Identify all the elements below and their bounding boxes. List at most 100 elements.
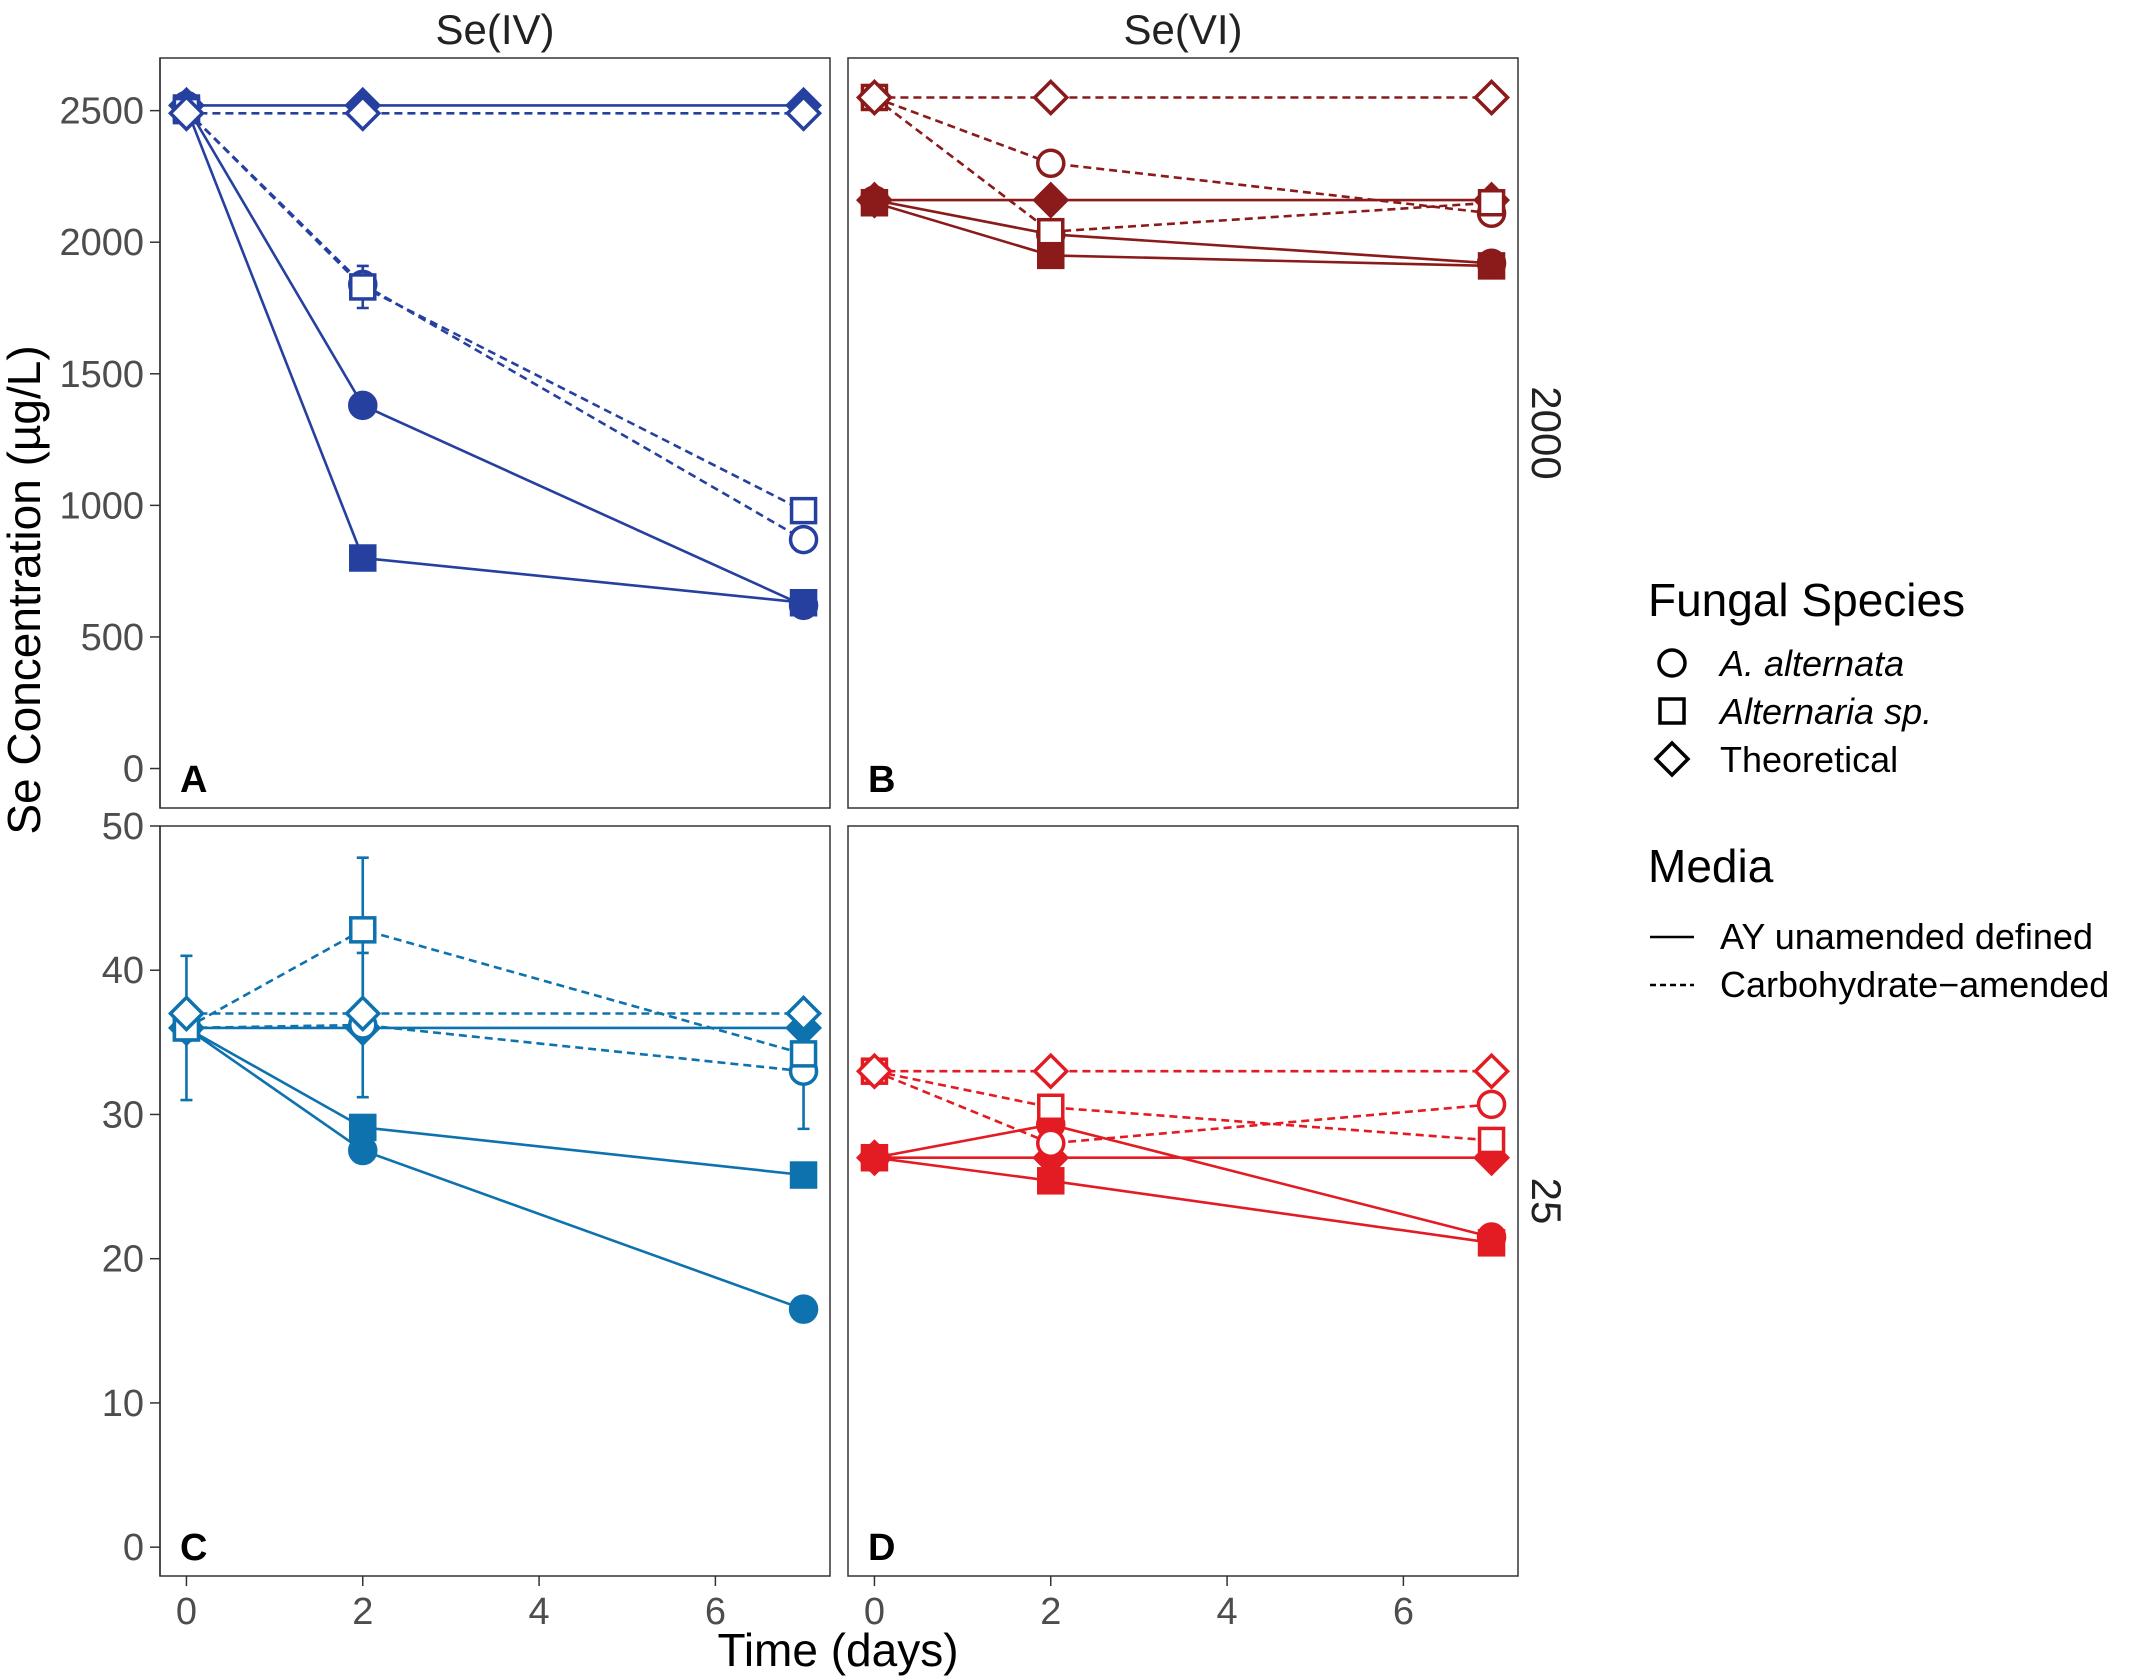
point-C-alternaria-sp-amended-day-7 (789, 1040, 818, 1068)
legend-label-carbohydrate-amended: Carbohydrate−amended (1720, 964, 2109, 1005)
y-tick-label-2000-1000: 1000 (59, 485, 144, 527)
chart-panels: A B C D (159, 57, 1519, 1577)
y-tick-label-25-0: 0 (123, 1527, 144, 1569)
series-line-B-alternaria-sp-amended (873, 96, 1492, 234)
y-tick-label-25-40: 40 (102, 950, 144, 992)
series-line-D-a-alternata-amended (873, 1069, 1492, 1145)
panel-border-A (159, 57, 831, 809)
y-tick-label-2000-2500: 2500 (59, 91, 144, 133)
point-A-theoretical-amended-day-0 (167, 94, 205, 132)
x-tick-label-se-vi-6: 6 (1393, 1591, 1414, 1633)
legend-title-media: Media (1648, 840, 1774, 892)
y-tick-label-25-10: 10 (102, 1383, 144, 1425)
panel-label-A: A (180, 759, 207, 801)
point-B-theoretical-unamended-day-2 (1032, 181, 1070, 219)
series-line-C-alternaria-sp-unamended (185, 1026, 804, 1177)
y-tick-label-2000-2000: 2000 (59, 222, 144, 264)
y-tick-label-25-30: 30 (102, 1094, 144, 1136)
point-D-theoretical-amended-day-2 (1032, 1052, 1070, 1090)
x-tick-label-se-vi-2: 2 (1040, 1591, 1061, 1633)
point-D-alternaria-sp-amended-day-7 (1477, 1126, 1506, 1155)
point-A-a-alternata-unamended-day-2 (348, 390, 378, 421)
series-line-D-alternaria-sp-unamended (874, 1156, 1492, 1245)
y-tick-label-2000-500: 500 (81, 617, 144, 659)
legend-title-species: Fungal Species (1648, 574, 1965, 626)
chart-legend: Fungal Species A. alternata Alternaria sp.… (1648, 574, 2109, 1005)
series-line-C-alternaria-sp-amended (185, 928, 804, 1056)
point-B-theoretical-amended-day-0 (855, 78, 893, 116)
point-C-theoretical-amended-day-7 (785, 995, 823, 1032)
x-tick-label-se-vi-0: 0 (864, 1591, 885, 1633)
facet-strip-row-2000: 2000 (1523, 386, 1570, 479)
series-line-A-a-alternata-amended (185, 109, 805, 541)
x-axis-title: Time (days) (717, 1624, 958, 1676)
panel-B: B (847, 57, 1519, 809)
x-tick-label-se-vi-4: 4 (1217, 1591, 1238, 1633)
point-B-alternaria-sp-amended-day-2 (1037, 217, 1065, 246)
point-C-theoretical-amended-day-2 (344, 995, 382, 1032)
point-C-alternaria-sp-unamended-day-2 (349, 1113, 377, 1142)
series-line-A-alternaria-sp-amended (185, 109, 805, 512)
point-C-a-alternata-unamended-day-2 (348, 1135, 378, 1166)
point-B-theoretical-amended-day-7 (1473, 78, 1511, 116)
series-line-C-a-alternata-unamended (185, 1026, 805, 1311)
point-D-alternaria-sp-unamended-day-7 (1477, 1229, 1506, 1257)
series-line-C-a-alternata-amended (186, 1023, 804, 1073)
x-tick-label-se-iv-4: 4 (529, 1591, 550, 1633)
series-line-D-a-alternata-unamended (874, 1123, 1492, 1239)
point-D-theoretical-amended-day-7 (1473, 1052, 1511, 1090)
panel-border-D (847, 825, 1519, 1577)
x-tick-label-se-iv-2: 2 (352, 1591, 373, 1633)
y-tick-label-2000-0: 0 (123, 749, 144, 791)
point-A-theoretical-amended-day-2 (344, 94, 382, 132)
point-D-alternaria-sp-amended-day-2 (1037, 1093, 1065, 1121)
x-tick-label-se-iv-6: 6 (705, 1591, 726, 1633)
point-A-alternaria-sp-unamended-day-2 (349, 544, 377, 572)
point-D-a-alternata-amended-day-2 (1036, 1128, 1066, 1159)
panel-label-B: B (868, 759, 895, 801)
panel-D: D (847, 825, 1519, 1577)
series-line-A-a-alternata-unamended (185, 104, 805, 607)
point-B-a-alternata-amended-day-2 (1036, 148, 1066, 179)
point-A-theoretical-amended-day-7 (785, 94, 823, 132)
point-B-alternaria-sp-amended-day-7 (1477, 188, 1506, 217)
point-B-theoretical-amended-day-2 (1032, 78, 1070, 116)
point-B-theoretical-unamended-day-0 (855, 181, 893, 219)
chart-axes: Se(IV) Se(VI)2000250500100015002000250001… (59, 6, 1570, 1633)
panel-C: C (159, 825, 831, 1577)
panel-border-C (159, 825, 831, 1577)
legend-key-theoretical (1653, 740, 1691, 778)
point-C-alternaria-sp-amended-day-2 (349, 916, 377, 944)
x-tick-label-se-iv-0: 0 (176, 1591, 197, 1633)
series-line-D-alternaria-sp-amended (874, 1069, 1492, 1142)
point-B-alternaria-sp-unamended-day-2 (1037, 241, 1065, 270)
point-B-alternaria-sp-unamended-day-7 (1477, 252, 1506, 280)
y-tick-label-25-20: 20 (102, 1239, 144, 1281)
facet-strip-row-25: 25 (1523, 1178, 1570, 1225)
point-C-a-alternata-unamended-day-7 (788, 1294, 819, 1324)
y-tick-label-2000-1500: 1500 (59, 354, 144, 396)
point-D-theoretical-amended-day-0 (855, 1052, 893, 1090)
point-A-a-alternata-amended-day-7 (788, 524, 819, 555)
facet-strip-se-vi: Se(VI) (1123, 6, 1242, 53)
series-line-A-alternaria-sp-unamended (185, 107, 804, 604)
panel-A: A (159, 57, 831, 809)
panel-border-B (847, 57, 1519, 809)
point-C-alternaria-sp-unamended-day-7 (789, 1161, 818, 1189)
point-A-alternaria-sp-unamended-day-7 (789, 588, 818, 617)
legend-key-a-alternata (1657, 648, 1687, 678)
point-D-theoretical-unamended-day-0 (855, 1139, 893, 1177)
series-line-B-a-alternata-amended (873, 96, 1492, 215)
point-D-a-alternata-amended-day-7 (1476, 1089, 1507, 1120)
legend-label-a-alternata: A. alternata (1718, 643, 1904, 684)
panel-label-C: C (180, 1527, 207, 1569)
y-axis-title: Se Concentration (µg/L) (0, 345, 50, 834)
point-A-alternaria-sp-amended-day-2 (349, 273, 377, 301)
point-C-theoretical-amended-day-0 (167, 995, 205, 1032)
legend-label-alternaria-sp: Alternaria sp. (1718, 691, 1932, 732)
legend-label-ay-unamended-defined: AY unamended defined (1720, 916, 2093, 957)
point-A-alternaria-sp-amended-day-7 (789, 496, 818, 525)
y-tick-label-25-50: 50 (102, 806, 144, 848)
panel-label-D: D (868, 1527, 895, 1569)
